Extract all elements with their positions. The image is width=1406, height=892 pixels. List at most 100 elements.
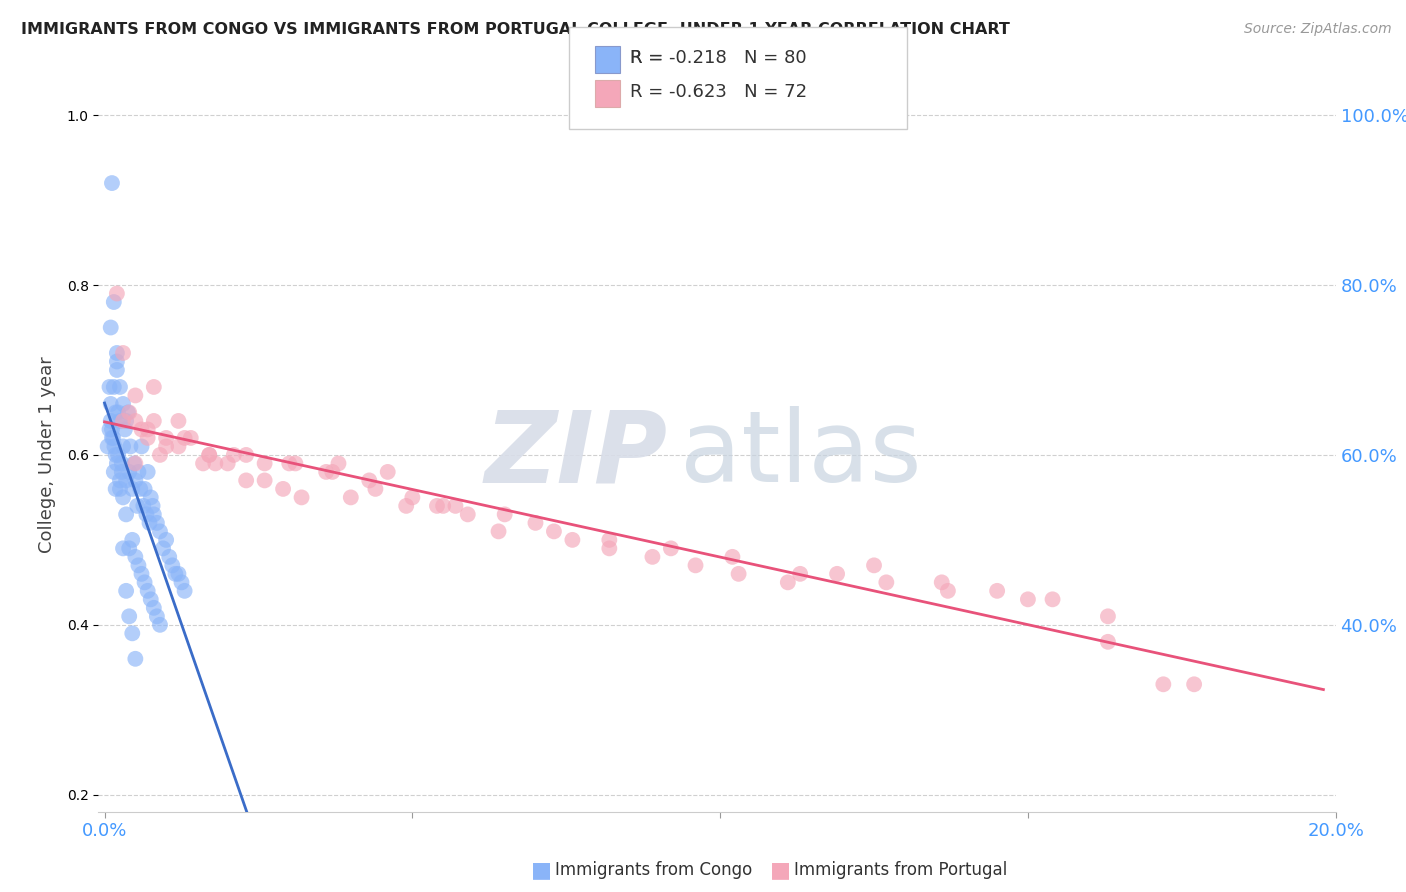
Point [235,448,257,462]
Point [986,583,1008,598]
Point [136,431,159,445]
Point [131,439,153,453]
Point [165,566,187,581]
Point [426,499,449,513]
Point [124,457,146,471]
Point [103,380,125,394]
Point [149,617,172,632]
Point [167,414,190,428]
Point [721,549,744,564]
Point [124,388,146,402]
Point [155,439,177,453]
Point [105,346,128,360]
Point [321,465,343,479]
Point [198,448,221,462]
Point [727,566,749,581]
Point [103,465,125,479]
Point [222,448,245,462]
Point [146,609,169,624]
Point [931,575,953,590]
Point [105,457,128,471]
Text: ■: ■ [770,860,790,880]
Point [278,457,301,471]
Point [401,491,423,505]
Point [162,558,184,573]
Point [561,533,583,547]
Point [284,457,307,471]
Point [1097,609,1119,624]
Point [155,431,177,445]
Point [127,558,149,573]
Point [107,405,129,419]
Point [598,533,620,547]
Point [132,499,155,513]
Point [1152,677,1174,691]
Text: Source: ZipAtlas.com: Source: ZipAtlas.com [1244,22,1392,37]
Point [134,575,156,590]
Point [107,448,129,462]
Text: Immigrants from Congo: Immigrants from Congo [555,861,752,879]
Point [217,457,239,471]
Point [121,482,143,496]
Text: ■: ■ [531,860,551,880]
Point [127,465,149,479]
Point [142,508,165,522]
Point [1182,677,1205,691]
Point [115,474,138,488]
Point [112,439,135,453]
Point [457,508,479,522]
Point [122,457,145,471]
Point [253,457,276,471]
Point [142,600,165,615]
Point [129,482,152,496]
Point [146,516,169,530]
Point [105,363,128,377]
Point [111,465,134,479]
Point [167,439,190,453]
Point [118,465,141,479]
Point [1017,592,1039,607]
Point [204,457,226,471]
Point [180,431,202,445]
Point [377,465,399,479]
Point [103,295,125,310]
Point [121,533,143,547]
Text: ZIP: ZIP [485,407,668,503]
Point [97,439,120,453]
Y-axis label: College, Under 1 year: College, Under 1 year [38,357,56,553]
Point [340,491,363,505]
Point [104,405,127,419]
Point [659,541,682,556]
Point [364,482,387,496]
Point [124,474,146,488]
Point [444,499,467,513]
Text: R = -0.218   N = 80: R = -0.218 N = 80 [630,49,807,67]
Point [142,380,165,394]
Point [124,414,146,428]
Text: R =: R = [630,49,669,67]
Point [155,533,177,547]
Point [142,499,165,513]
Point [120,439,142,453]
Point [290,491,312,505]
Point [1042,592,1064,607]
Point [101,176,124,190]
Point [101,422,124,436]
Point [127,499,149,513]
Point [115,583,138,598]
Point [138,516,160,530]
Point [134,482,156,496]
Point [115,414,138,428]
Point [112,346,135,360]
Point [118,405,141,419]
Text: IMMIGRANTS FROM CONGO VS IMMIGRANTS FROM PORTUGAL COLLEGE, UNDER 1 YEAR CORRELAT: IMMIGRANTS FROM CONGO VS IMMIGRANTS FROM… [21,22,1010,37]
Point [157,549,180,564]
Point [173,431,195,445]
Point [543,524,565,539]
Point [112,397,135,411]
Point [105,286,128,301]
Point [124,549,146,564]
Point [117,405,139,419]
Text: R = -0.623   N = 72: R = -0.623 N = 72 [630,83,807,101]
Text: Immigrants from Portugal: Immigrants from Portugal [794,861,1008,879]
